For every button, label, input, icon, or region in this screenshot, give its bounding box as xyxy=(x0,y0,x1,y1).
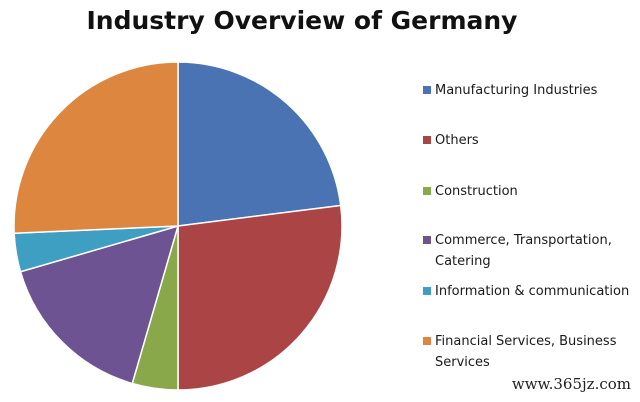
chart-title: Industry Overview of Germany xyxy=(86,6,518,35)
watermark: www.365jz.com xyxy=(508,374,634,394)
legend-label: Financial Services, Business Services xyxy=(435,334,617,370)
legend-label: Information & communication xyxy=(435,284,630,299)
pie-chart xyxy=(13,61,343,391)
legend-swatch xyxy=(423,337,431,345)
legend-label: Manufacturing Industries xyxy=(435,83,598,98)
legend-swatch xyxy=(423,236,431,244)
pie-slice-manufacturing-industries xyxy=(177,61,342,227)
legend-swatch xyxy=(423,187,431,195)
pie-slice-financial-services-business-services xyxy=(13,61,179,234)
legend-label: Others xyxy=(435,133,479,148)
pie-slice-commerce-transportation-catering xyxy=(19,224,180,385)
legend-swatch xyxy=(423,136,431,144)
legend-swatch xyxy=(423,287,431,295)
legend-swatch xyxy=(423,86,431,94)
pie-slice-others xyxy=(177,204,343,391)
legend-label: Construction xyxy=(435,184,518,199)
legend-label: Commerce, Transportation, Catering xyxy=(435,233,612,269)
